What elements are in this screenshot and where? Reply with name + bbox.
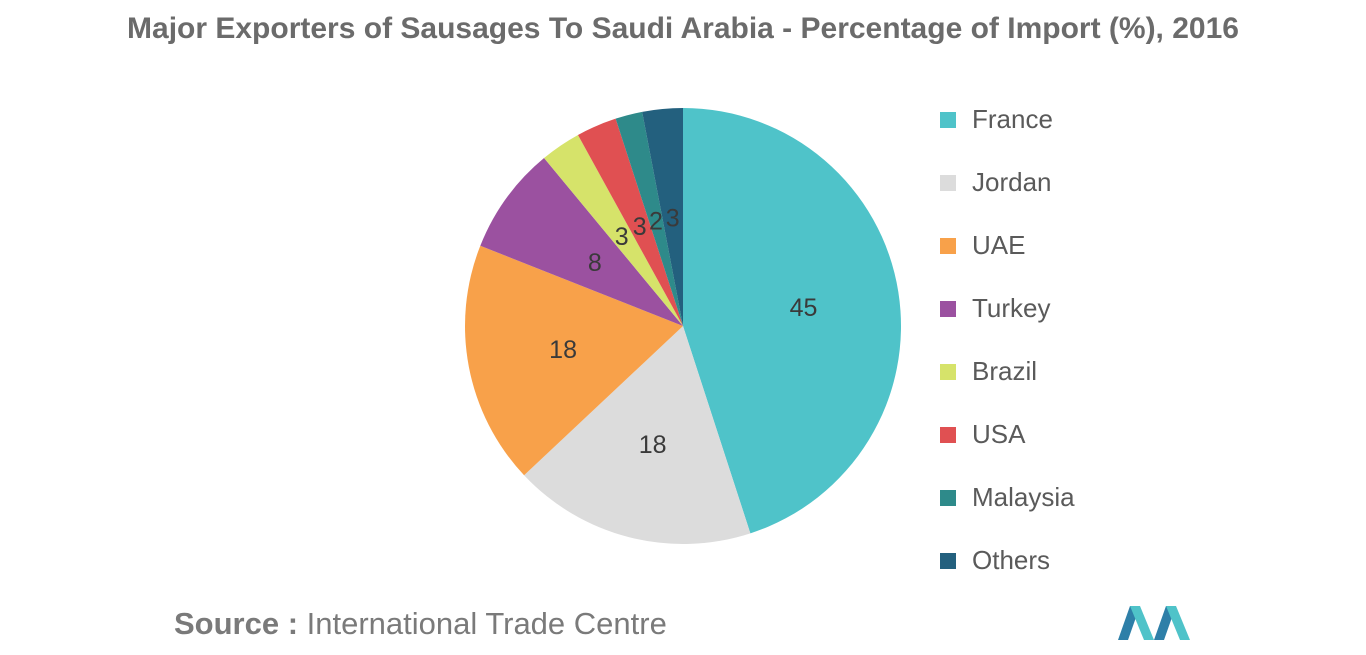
data-label-uae: 18 — [549, 336, 577, 364]
legend-label: UAE — [972, 230, 1026, 260]
legend-item-malaysia: Malaysia — [940, 466, 1075, 529]
legend-item-uae: UAE — [940, 214, 1075, 277]
data-label-france: 45 — [790, 294, 818, 322]
legend-item-france: France — [940, 88, 1075, 151]
pie-slice-turkey — [480, 158, 683, 326]
legend-label: Turkey — [972, 293, 1051, 323]
source-label: Source : — [174, 606, 299, 641]
legend-swatch — [940, 174, 956, 191]
data-label-jordan: 18 — [639, 431, 667, 459]
mordor-logo-icon — [1118, 606, 1190, 640]
chart-title: Major Exporters of Sausages To Saudi Ara… — [127, 12, 1239, 45]
pie-slice-others — [642, 108, 683, 326]
legend-item-jordan: Jordan — [940, 151, 1075, 214]
data-label-usa: 3 — [633, 213, 647, 241]
legend-item-others: Others — [940, 529, 1075, 592]
pie-slices — [464, 108, 901, 544]
legend-label: Malaysia — [972, 482, 1075, 512]
data-label-brazil: 3 — [615, 223, 629, 251]
legend-label: Jordan — [972, 167, 1052, 197]
data-label-turkey: 8 — [588, 249, 602, 277]
pie-slice-usa — [577, 118, 683, 326]
chart-legend: France Jordan UAE Turkey Brazil USA Malaysia Ot… — [940, 88, 1075, 592]
legend-label: France — [972, 104, 1053, 134]
legend-label: Others — [972, 545, 1051, 575]
source-text: International Trade Centre — [306, 606, 667, 641]
source-note: Source : International Trade Centre — [174, 606, 667, 642]
legend-swatch — [940, 363, 956, 380]
pie-slice-uae — [464, 245, 683, 476]
legend-swatch — [940, 300, 956, 317]
legend-swatch — [940, 489, 956, 506]
data-label-malaysia: 2 — [649, 207, 663, 235]
pie-slice-france — [683, 108, 901, 534]
legend-swatch — [940, 426, 956, 443]
legend-item-brazil: Brazil — [940, 340, 1075, 403]
legend-swatch — [940, 237, 956, 254]
pie-slice-malaysia — [615, 111, 683, 326]
data-label-others: 3 — [666, 204, 680, 232]
legend-swatch — [940, 111, 956, 128]
legend-label: USA — [972, 419, 1026, 449]
legend-item-turkey: Turkey — [940, 277, 1075, 340]
pie-slice-jordan — [524, 326, 751, 544]
legend-label: Brazil — [972, 356, 1038, 386]
legend-swatch — [940, 552, 956, 569]
legend-item-usa: USA — [940, 403, 1075, 466]
pie-slice-brazil — [544, 134, 683, 326]
